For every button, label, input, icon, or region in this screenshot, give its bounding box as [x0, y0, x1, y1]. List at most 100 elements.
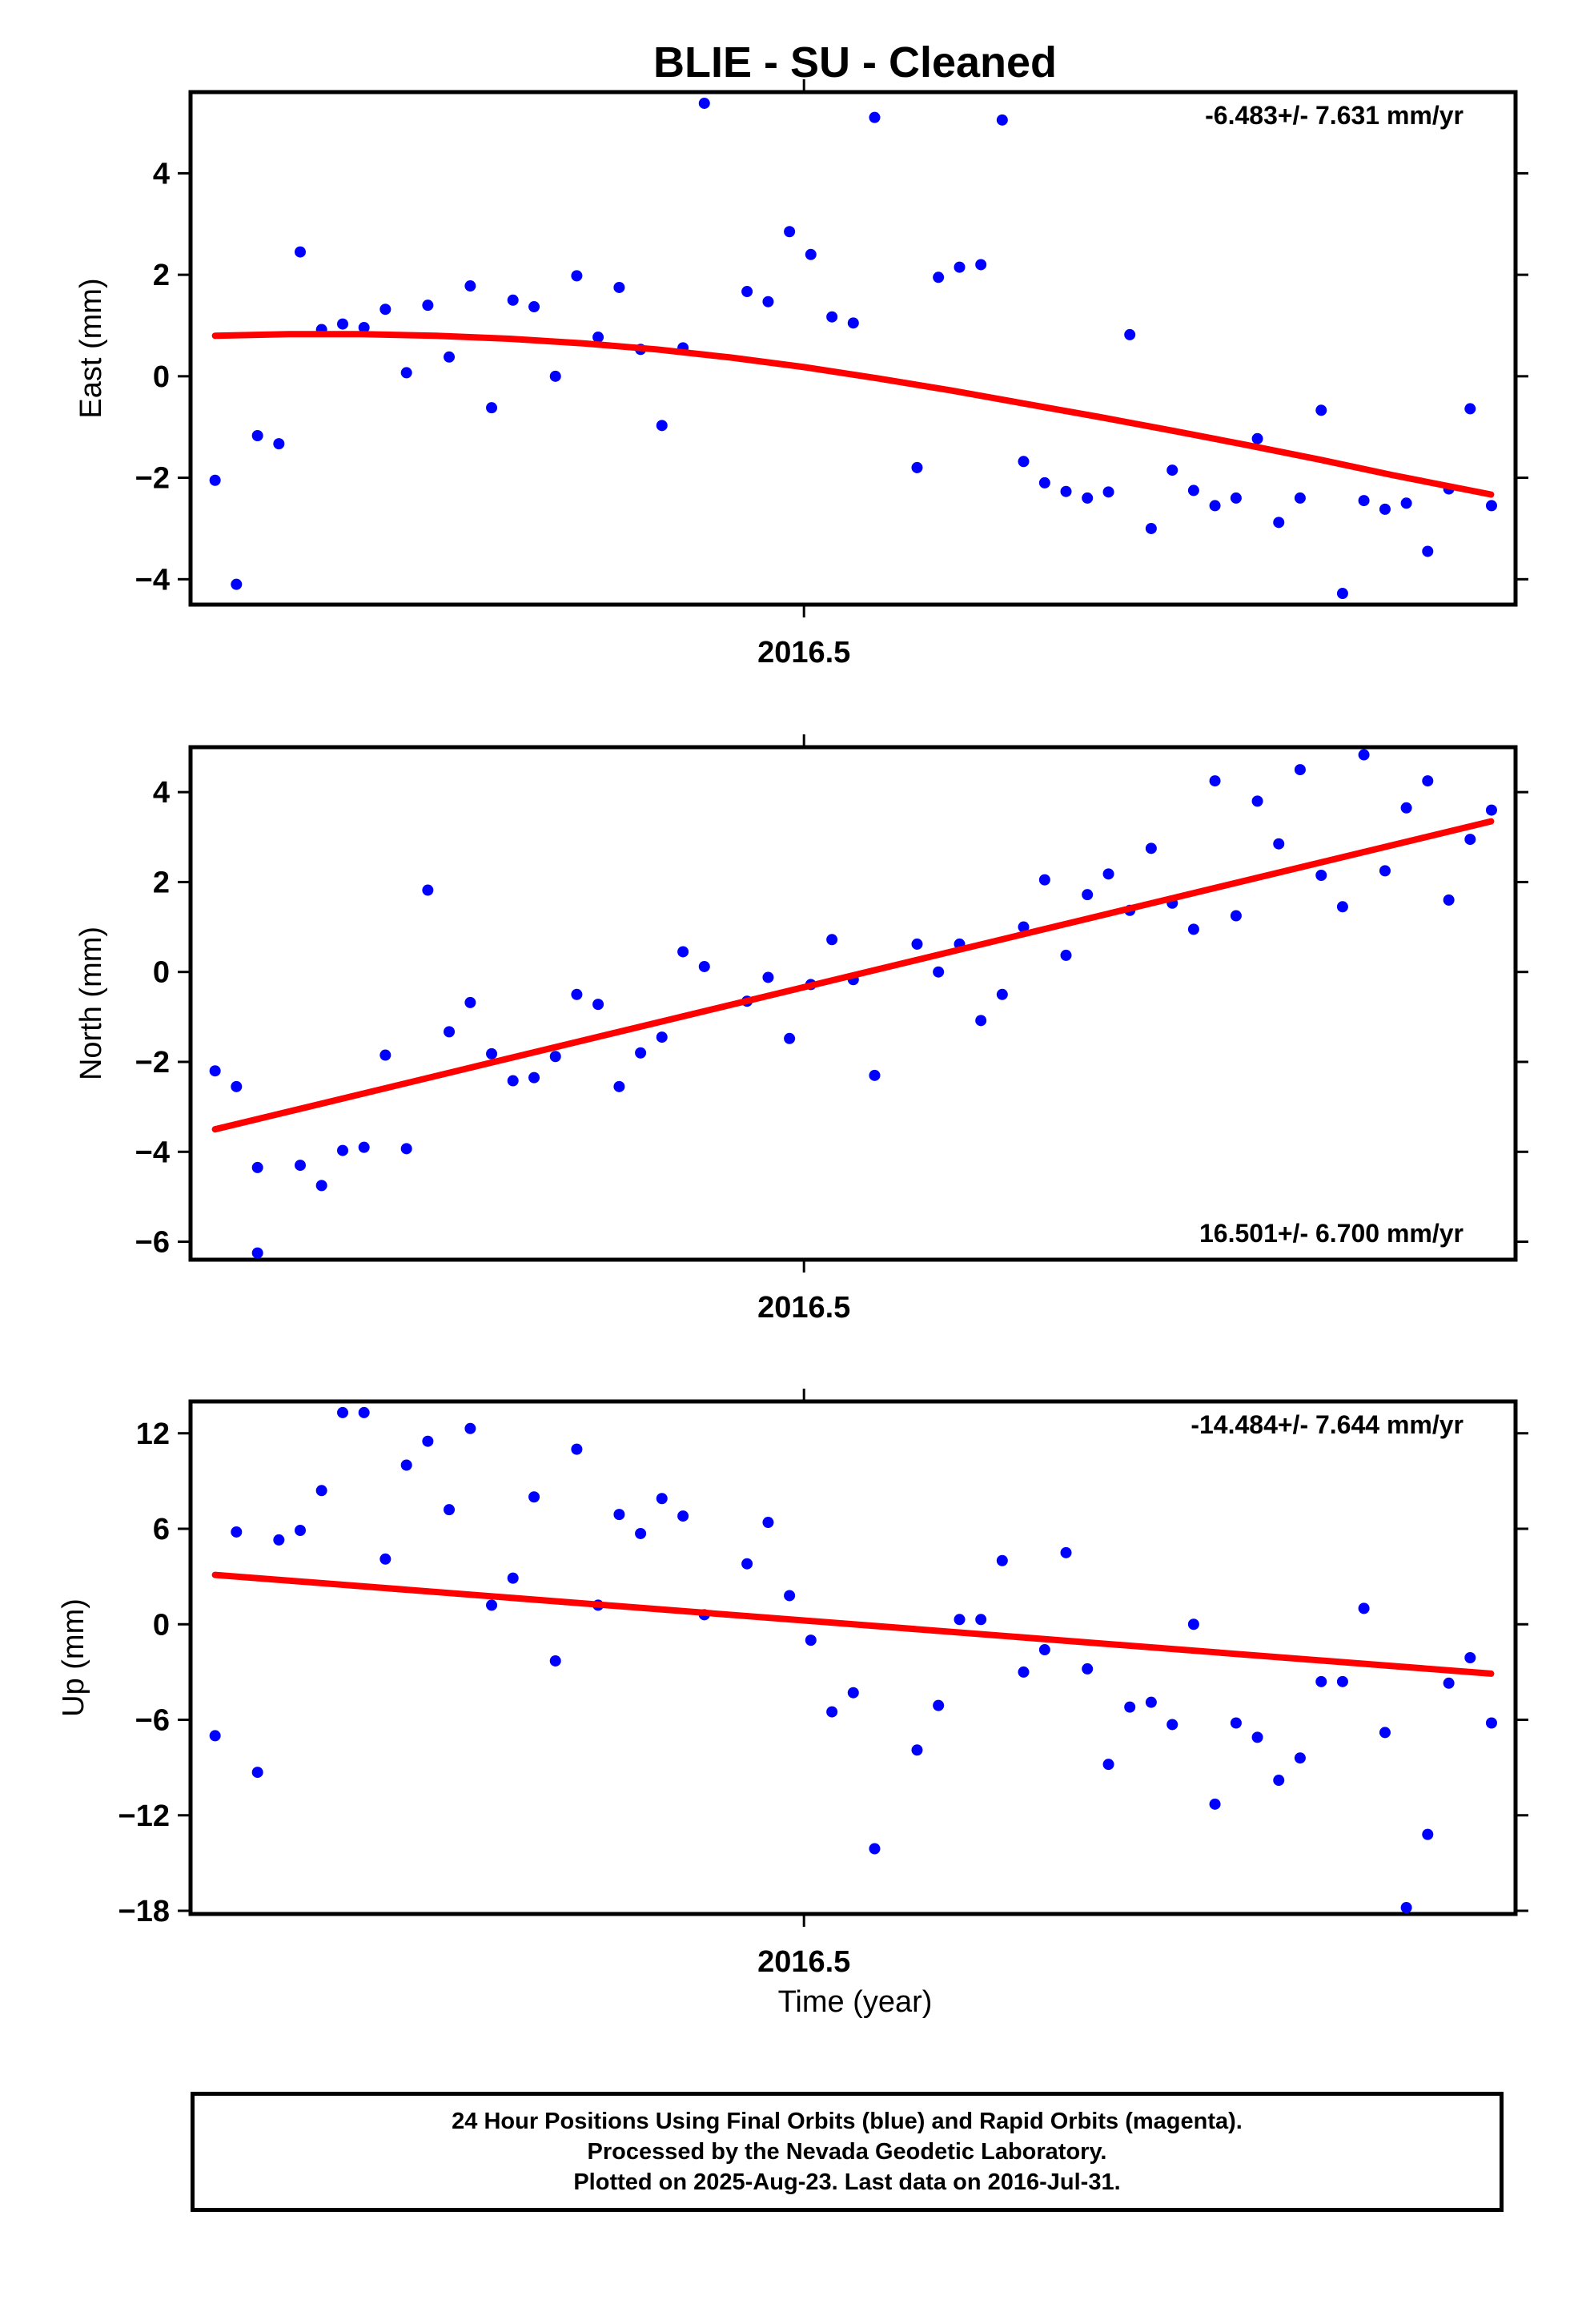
east-data-point	[251, 429, 263, 441]
up-data-point	[1294, 1752, 1306, 1764]
north-data-point	[698, 960, 710, 972]
footer-line-processed: Processed by the Nevada Geodetic Laborat…	[587, 2139, 1107, 2165]
east-ytick-label: −2	[135, 462, 170, 496]
up-data-point	[422, 1435, 434, 1447]
north-rate-label: 16.501+/- 6.700 mm/yr	[1199, 1219, 1464, 1248]
up-data-point	[1485, 1717, 1497, 1729]
east-xtick-label: 2016.5	[757, 636, 850, 669]
north-data-point	[1209, 775, 1221, 787]
up-data-point	[358, 1406, 370, 1418]
north-data-point	[1400, 802, 1412, 814]
north-data-point	[933, 966, 945, 978]
footer-caption-box: 24 Hour Positions Using Final Orbits (bl…	[191, 2092, 1504, 2212]
east-data-point	[337, 318, 349, 330]
east-data-point	[613, 281, 625, 293]
east-data-point	[762, 296, 774, 308]
up-data-point	[571, 1443, 583, 1455]
east-ytick-label: 0	[153, 360, 170, 394]
up-data-point	[869, 1843, 881, 1855]
up-data-point	[1060, 1546, 1072, 1558]
panel-east: −4 −2 0 2 4 2016.5 East (mm) -6.483+/- 7.631 mm…	[74, 79, 1528, 669]
east-data-point	[1422, 545, 1434, 557]
east-data-point	[975, 259, 987, 271]
east-data-point	[869, 111, 881, 123]
east-data-point	[209, 474, 221, 486]
north-data-point	[251, 1161, 263, 1173]
up-data-point	[996, 1554, 1008, 1566]
east-data-point	[656, 420, 668, 432]
east-data-point	[741, 286, 753, 298]
north-data-point	[422, 884, 434, 896]
up-data-point	[1379, 1727, 1391, 1739]
up-data-point	[1315, 1675, 1327, 1687]
north-data-point	[1379, 865, 1391, 877]
up-data-point	[1273, 1775, 1285, 1787]
east-data-point	[1464, 403, 1476, 415]
footer-line-plotted: Plotted on 2025-Aug-23. Last data on 201…	[573, 2169, 1121, 2195]
up-data-point	[975, 1614, 987, 1626]
north-data-point	[528, 1072, 540, 1084]
north-data-point	[1315, 870, 1327, 881]
north-data-point	[486, 1047, 498, 1059]
north-data-point	[613, 1080, 625, 1092]
east-data-point	[1145, 522, 1157, 534]
up-data-point	[528, 1491, 540, 1503]
up-ytick-label: −18	[118, 1895, 170, 1928]
north-data-point	[1464, 834, 1476, 846]
north-ytick-label: 2	[153, 866, 170, 899]
up-data-point	[1038, 1644, 1050, 1656]
up-data-point	[613, 1509, 625, 1521]
north-data-point	[1102, 868, 1114, 880]
north-xtick-label: 2016.5	[757, 1291, 850, 1325]
east-data-point	[1124, 328, 1136, 340]
panel-up: −18 −12 −6 0 6 12 2016.5 Up (mm) -14.484+/- 7.64…	[57, 1389, 1528, 1979]
up-data-point	[656, 1493, 668, 1505]
up-data-point	[209, 1730, 221, 1742]
east-data-point	[379, 304, 391, 316]
east-data-point	[528, 301, 540, 313]
up-data-point	[1422, 1828, 1434, 1840]
up-data-point	[549, 1655, 561, 1667]
east-data-point	[784, 226, 796, 238]
east-data-point	[1379, 503, 1391, 515]
north-data-point	[337, 1144, 349, 1156]
north-data-point	[379, 1049, 391, 1061]
east-data-point	[1082, 492, 1094, 504]
north-ytick-label: −6	[135, 1226, 170, 1260]
east-data-point	[1273, 517, 1285, 529]
up-data-point	[635, 1527, 647, 1539]
up-data-point	[400, 1459, 412, 1471]
north-data-point	[549, 1051, 561, 1063]
north-data-point	[1358, 749, 1370, 761]
north-data-point	[1336, 901, 1348, 913]
up-data-point	[444, 1504, 456, 1516]
x-axis-label: Time (year)	[778, 1985, 933, 2019]
east-data-point	[571, 270, 583, 282]
east-data-point	[1358, 495, 1370, 507]
up-plot-frame	[188, 1399, 1518, 1916]
east-data-point	[444, 351, 456, 363]
east-data-point	[422, 300, 434, 312]
north-data-point	[869, 1069, 881, 1081]
north-data-point	[444, 1026, 456, 1038]
north-ytick-label: 4	[153, 776, 170, 810]
east-data-point	[911, 461, 923, 473]
up-data-point	[847, 1687, 859, 1699]
north-data-point	[400, 1143, 412, 1155]
east-data-point	[273, 438, 285, 450]
up-data-point	[1082, 1663, 1094, 1675]
up-data-point	[784, 1590, 796, 1602]
north-data-point	[1443, 894, 1455, 906]
up-data-point	[762, 1517, 774, 1529]
up-plot-area	[209, 1406, 1497, 1914]
up-data-point	[911, 1744, 923, 1756]
north-data-point	[975, 1015, 987, 1027]
east-data-point	[933, 271, 945, 283]
north-ytick-label: −4	[135, 1136, 170, 1169]
east-ytick-label: −4	[135, 563, 170, 597]
east-y-axis-label: East (mm)	[74, 278, 108, 418]
east-ytick-label: 4	[153, 157, 170, 191]
north-data-point	[784, 1032, 796, 1044]
east-data-point	[1102, 486, 1114, 498]
